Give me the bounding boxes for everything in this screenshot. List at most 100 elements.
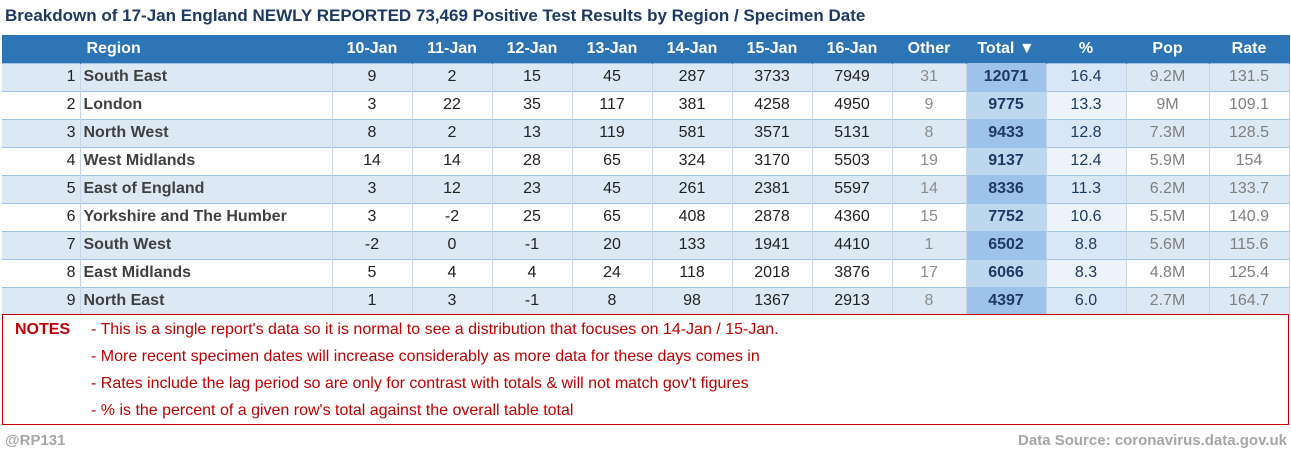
cell-other: 19 <box>892 147 967 175</box>
cell-11-jan: -2 <box>412 203 493 231</box>
cell-percent: 12.4 <box>1046 147 1127 175</box>
cell-13-jan: 20 <box>572 231 653 259</box>
cell-13-jan: 45 <box>572 63 653 91</box>
region-name: East Midlands <box>80 259 333 287</box>
cell-16-jan: 4410 <box>812 231 893 259</box>
cell-15-jan: 3571 <box>732 119 813 147</box>
cell-15-jan: 1941 <box>732 231 813 259</box>
table-header-row: Region 10-Jan 11-Jan 12-Jan 13-Jan 14-Ja… <box>2 35 1290 63</box>
cell-other: 8 <box>892 287 967 315</box>
table-row: 8 East Midlands 5 4 4 24 118 2018 3876 17 6066 8.3 4… <box>2 259 1290 287</box>
cell-12-jan: 23 <box>492 175 573 203</box>
cell-13-jan: 45 <box>572 175 653 203</box>
header-14-jan[interactable]: 14-Jan <box>652 35 733 63</box>
cell-pop: 5.6M <box>1126 231 1210 259</box>
header-pop[interactable]: Pop <box>1126 35 1210 63</box>
note-line: - More recent specimen dates will increa… <box>91 348 760 365</box>
cell-15-jan: 3733 <box>732 63 813 91</box>
table-row: 5 East of England 3 12 23 45 261 2381 5597 14 8336… <box>2 175 1290 203</box>
cell-percent: 11.3 <box>1046 175 1127 203</box>
header-13-jan[interactable]: 13-Jan <box>572 35 653 63</box>
cell-total: 4397 <box>966 287 1047 315</box>
cell-10-jan: 5 <box>332 259 413 287</box>
cell-pop: 6.2M <box>1126 175 1210 203</box>
cell-percent: 16.4 <box>1046 63 1127 91</box>
cell-15-jan: 4258 <box>732 91 813 119</box>
header-rank <box>2 35 81 63</box>
breakdown-table: Region 10-Jan 11-Jan 12-Jan 13-Jan 14-Ja… <box>2 35 1290 315</box>
cell-14-jan: 261 <box>652 175 733 203</box>
cell-11-jan: 4 <box>412 259 493 287</box>
cell-total: 12071 <box>966 63 1047 91</box>
cell-pop: 9M <box>1126 91 1210 119</box>
cell-14-jan: 287 <box>652 63 733 91</box>
table-row: 4 West Midlands 14 14 28 65 324 3170 5503 19 9137 1… <box>2 147 1290 175</box>
cell-12-jan: -1 <box>492 231 573 259</box>
cell-rate: 115.6 <box>1209 231 1290 259</box>
cell-rate: 128.5 <box>1209 119 1290 147</box>
header-total[interactable]: Total ▼ <box>966 35 1047 63</box>
header-other[interactable]: Other <box>892 35 967 63</box>
table-row: 1 South East 9 2 15 45 287 3733 7949 31 12071 16.4 9… <box>2 63 1290 91</box>
cell-rate: 133.7 <box>1209 175 1290 203</box>
header-11-jan[interactable]: 11-Jan <box>412 35 493 63</box>
cell-12-jan: 35 <box>492 91 573 119</box>
cell-16-jan: 3876 <box>812 259 893 287</box>
cell-rate: 109.1 <box>1209 91 1290 119</box>
cell-10-jan: 1 <box>332 287 413 315</box>
cell-15-jan: 2878 <box>732 203 813 231</box>
row-rank: 1 <box>2 63 81 91</box>
cell-percent: 6.0 <box>1046 287 1127 315</box>
header-percent[interactable]: % <box>1046 35 1127 63</box>
cell-10-jan: -2 <box>332 231 413 259</box>
cell-total: 8336 <box>966 175 1047 203</box>
cell-pop: 2.7M <box>1126 287 1210 315</box>
cell-rate: 125.4 <box>1209 259 1290 287</box>
header-12-jan[interactable]: 12-Jan <box>492 35 573 63</box>
header-16-jan[interactable]: 16-Jan <box>812 35 893 63</box>
data-source: Data Source: coronavirus.data.gov.uk <box>1018 432 1287 449</box>
cell-other: 9 <box>892 91 967 119</box>
header-rate[interactable]: Rate <box>1209 35 1290 63</box>
cell-other: 1 <box>892 231 967 259</box>
cell-15-jan: 2018 <box>732 259 813 287</box>
cell-percent: 13.3 <box>1046 91 1127 119</box>
region-name: London <box>80 91 333 119</box>
note-line: - % is the percent of a given row's tota… <box>91 402 574 419</box>
cell-total: 9433 <box>966 119 1047 147</box>
region-name: East of England <box>80 175 333 203</box>
cell-15-jan: 3170 <box>732 147 813 175</box>
cell-pop: 5.9M <box>1126 147 1210 175</box>
cell-15-jan: 2381 <box>732 175 813 203</box>
cell-12-jan: 4 <box>492 259 573 287</box>
region-name: North West <box>80 119 333 147</box>
cell-16-jan: 2913 <box>812 287 893 315</box>
header-10-jan[interactable]: 10-Jan <box>332 35 413 63</box>
cell-16-jan: 5503 <box>812 147 893 175</box>
cell-16-jan: 5597 <box>812 175 893 203</box>
cell-12-jan: 13 <box>492 119 573 147</box>
cell-11-jan: 12 <box>412 175 493 203</box>
cell-13-jan: 8 <box>572 287 653 315</box>
note-line: - Rates include the lag period so are on… <box>91 375 749 392</box>
cell-14-jan: 118 <box>652 259 733 287</box>
notes-label: NOTES <box>15 321 71 338</box>
cell-12-jan: 28 <box>492 147 573 175</box>
row-rank: 8 <box>2 259 81 287</box>
cell-rate: 131.5 <box>1209 63 1290 91</box>
cell-12-jan: 15 <box>492 63 573 91</box>
notes-box: NOTES - This is a single report's data s… <box>2 314 1289 425</box>
header-region[interactable]: Region <box>80 35 333 63</box>
cell-other: 15 <box>892 203 967 231</box>
cell-10-jan: 3 <box>332 203 413 231</box>
cell-rate: 140.9 <box>1209 203 1290 231</box>
cell-14-jan: 98 <box>652 287 733 315</box>
cell-11-jan: 2 <box>412 119 493 147</box>
cell-total: 7752 <box>966 203 1047 231</box>
header-15-jan[interactable]: 15-Jan <box>732 35 813 63</box>
cell-15-jan: 1367 <box>732 287 813 315</box>
cell-12-jan: 25 <box>492 203 573 231</box>
cell-percent: 8.3 <box>1046 259 1127 287</box>
row-rank: 3 <box>2 119 81 147</box>
cell-rate: 154 <box>1209 147 1290 175</box>
